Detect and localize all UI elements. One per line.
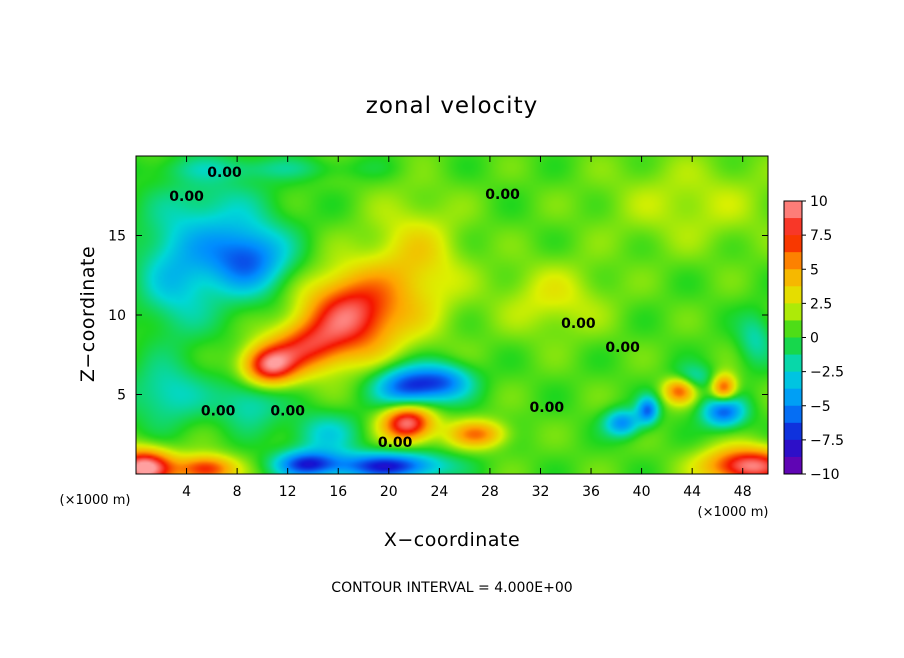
colorbar-tick-label: −7.5 xyxy=(810,433,844,449)
colorbar-swatch xyxy=(784,456,802,475)
colorbar-tick-label: −5 xyxy=(810,399,831,415)
x-tick-label: 4 xyxy=(182,484,191,500)
colorbar-swatch xyxy=(784,405,802,424)
colorbar-swatch xyxy=(784,235,802,253)
chart-title: zonal velocity xyxy=(366,93,538,119)
colorbar-swatch xyxy=(784,354,802,373)
x-tick-label: 36 xyxy=(582,484,600,500)
contour-interval-note: CONTOUR INTERVAL = 4.000E+00 xyxy=(331,580,572,596)
x-tick-label: 24 xyxy=(430,484,448,500)
x-axis-label: X−coordinate xyxy=(384,529,520,551)
x-tick-label: 28 xyxy=(481,484,499,500)
colorbar-swatch xyxy=(784,303,802,321)
contour-label: 0.00 xyxy=(169,189,204,205)
x-tick-label: 32 xyxy=(532,484,550,500)
colorbar-swatch xyxy=(784,218,802,236)
colorbar-swatch xyxy=(784,439,802,458)
colorbar-swatch xyxy=(784,337,802,356)
x-tick-label: 40 xyxy=(633,484,651,500)
y-unit-label: (×1000 m) xyxy=(60,493,131,508)
contour-label: 0.00 xyxy=(561,316,596,332)
contour-label: 0.00 xyxy=(605,340,640,356)
colorbar-tick-label: 7.5 xyxy=(810,228,832,244)
contour-label: 0.00 xyxy=(270,403,305,419)
colorbar-swatch xyxy=(784,388,802,407)
colorbar-swatch xyxy=(784,201,802,219)
y-axis-label: Z−coordinate xyxy=(77,246,99,382)
colorbar-tick-label: −10 xyxy=(810,467,840,483)
y-tick-label: 15 xyxy=(108,229,126,245)
colorbar-swatch xyxy=(784,269,802,287)
colorbar-swatch xyxy=(784,252,802,270)
colorbar-tick-label: 10 xyxy=(810,194,828,210)
x-tick-label: 48 xyxy=(734,484,752,500)
y-tick-label: 5 xyxy=(117,388,126,404)
contour-label: 0.00 xyxy=(485,187,520,203)
colorbar-swatch xyxy=(784,371,802,390)
x-tick-label: 12 xyxy=(279,484,297,500)
colorbar-tick-label: 5 xyxy=(810,262,819,278)
x-unit-label: (×1000 m) xyxy=(698,505,769,520)
x-tick-label: 16 xyxy=(329,484,347,500)
contour-label: 0.00 xyxy=(530,400,565,416)
contour-label: 0.00 xyxy=(201,403,236,419)
plot-area: 0.000.00 0.000.000.000.00 0.000.000.004 8 12… xyxy=(108,155,844,500)
x-tick-label: 20 xyxy=(380,484,398,500)
colorbar-swatch xyxy=(784,286,802,304)
colorbar-tick-label: 0 xyxy=(810,331,819,347)
x-tick-label: 44 xyxy=(683,484,701,500)
heatmap-field xyxy=(136,156,768,474)
colorbar-tick-label: −2.5 xyxy=(810,365,844,381)
y-tick-label: 10 xyxy=(108,308,126,324)
colorbar-swatch xyxy=(784,320,802,338)
colorbar-tick-label: 2.5 xyxy=(810,296,832,312)
contour-label: 0.00 xyxy=(378,435,413,451)
contour-label: 0.00 xyxy=(207,165,242,181)
colorbar-swatch xyxy=(784,422,802,441)
x-tick-label: 8 xyxy=(233,484,242,500)
